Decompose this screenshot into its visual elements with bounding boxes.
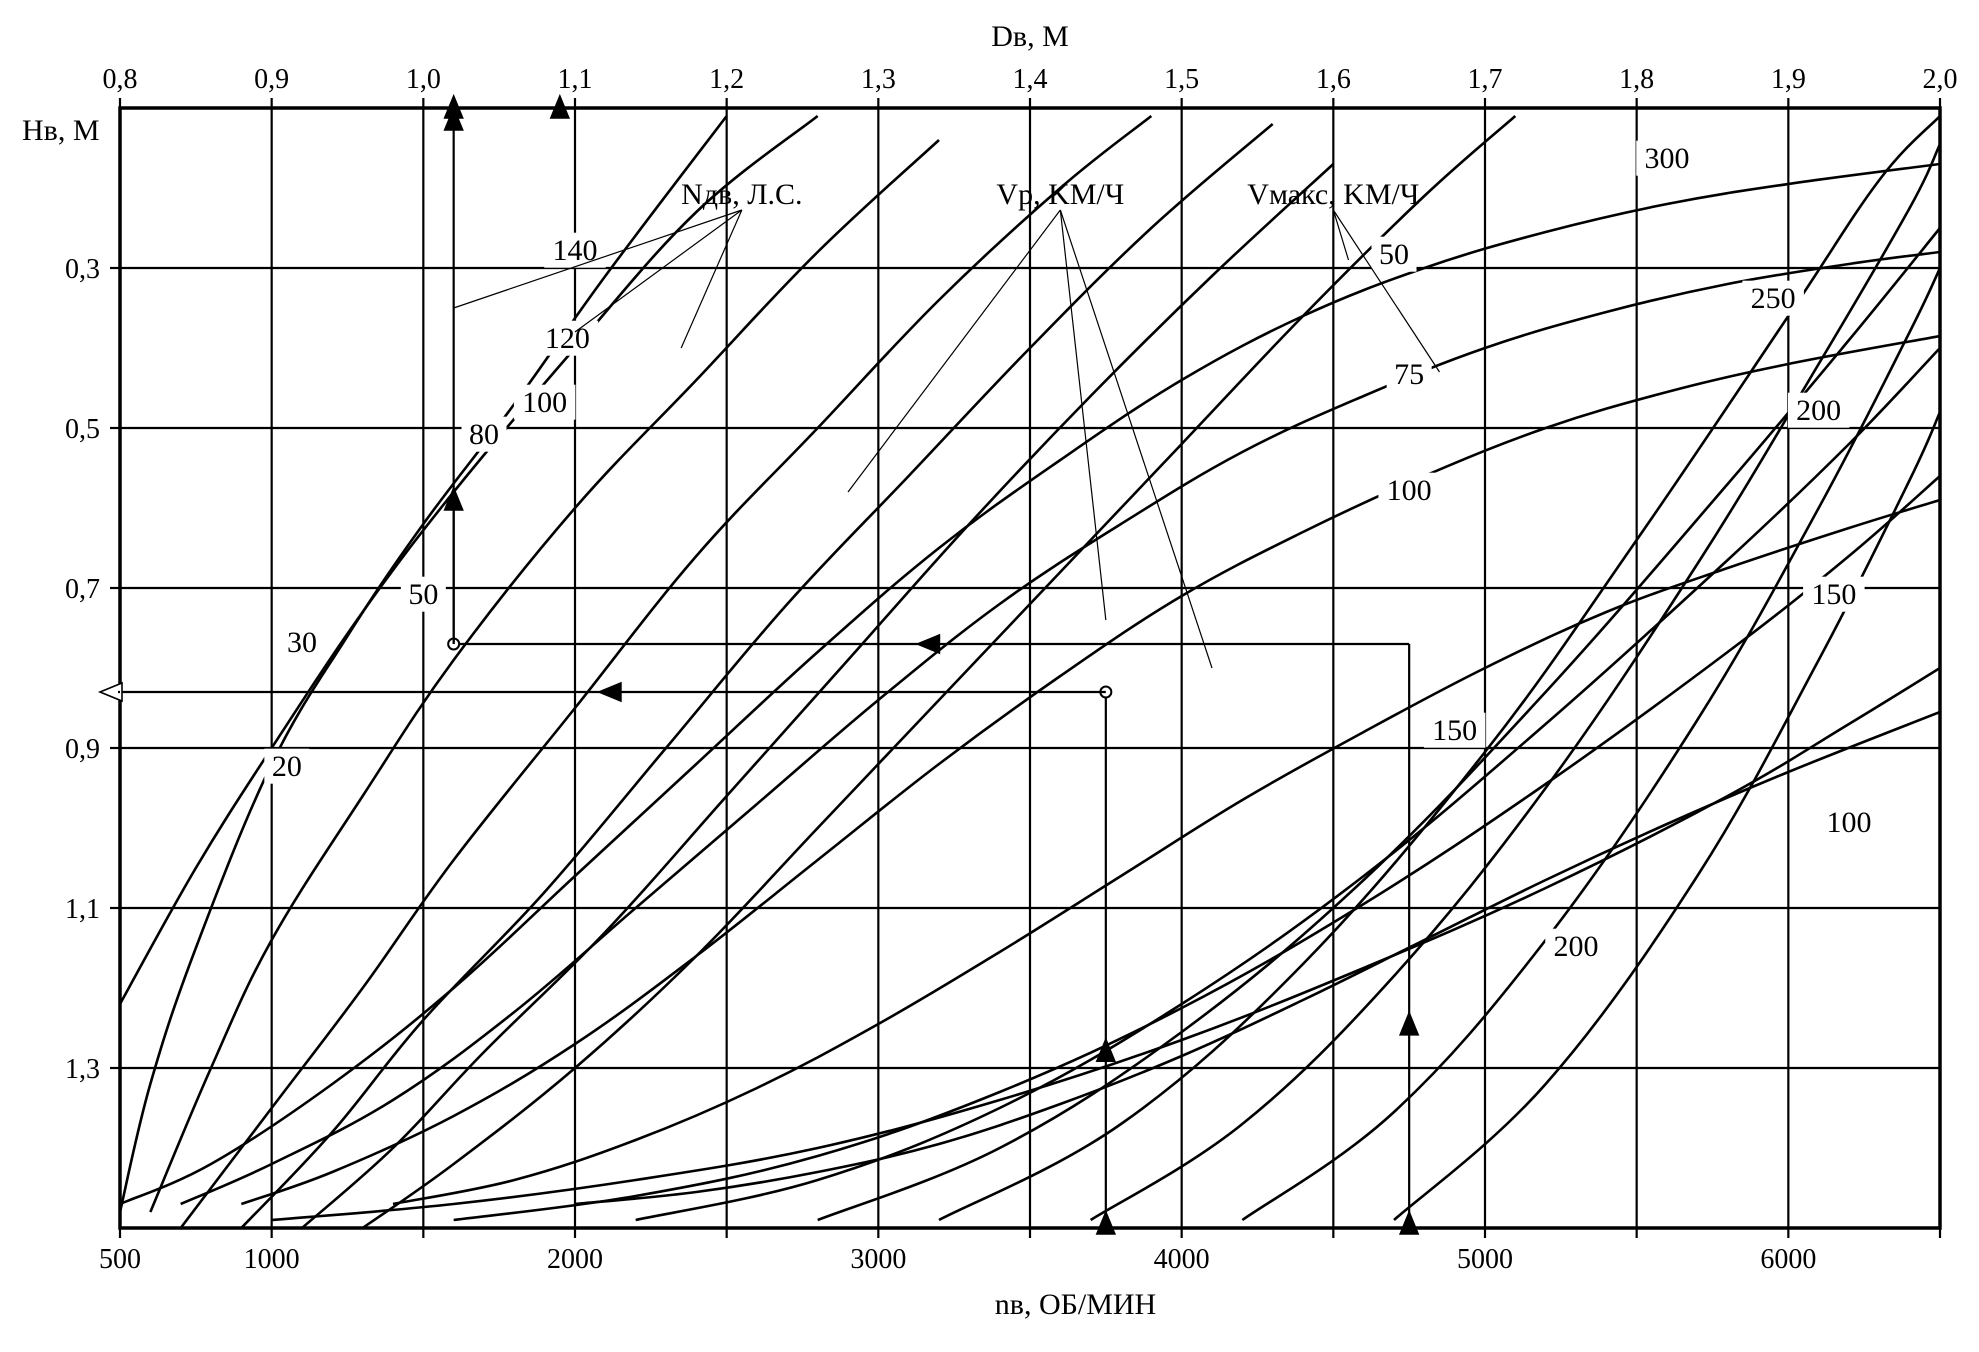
ticklabel-left: 0,7 (65, 574, 100, 605)
ticklabel-left: 1,1 (65, 894, 100, 925)
label-vp: 75 (1394, 358, 1424, 391)
family-label: Nдв, Л.С. (681, 178, 802, 211)
ticklabel-top: 1,0 (406, 64, 441, 95)
ticklabel-top: 1,4 (1013, 64, 1048, 95)
ticklabel-left: 0,5 (65, 414, 100, 445)
label-vmax: 250 (1751, 282, 1796, 315)
label-ndv: 140 (553, 234, 598, 267)
ticklabel-bottom: 1000 (244, 1244, 300, 1275)
family-label: Vмакс, KМ/Ч (1247, 178, 1419, 211)
axis-label-left: Hв, М (22, 114, 100, 147)
ticklabel-bottom: 500 (99, 1244, 141, 1275)
ticklabel-top: 1,5 (1164, 64, 1199, 95)
ticklabel-top: 0,9 (254, 64, 289, 95)
label-ndv: 50 (408, 578, 438, 611)
nomogram-chart: 500 1000 2000 3000 4000 5000 6000 nв, ОБ/МИН 0,8… (0, 0, 1979, 1352)
ticklabel-top: 2,0 (1923, 64, 1958, 95)
label-vmax: 150 (1811, 578, 1856, 611)
ticklabel-top: 1,2 (709, 64, 744, 95)
label-vmax: 200 (1796, 394, 1841, 427)
label-vp: 150 (1432, 714, 1477, 747)
ticklabel-top: 1,9 (1771, 64, 1806, 95)
ticklabel-left: 1,3 (65, 1054, 100, 1085)
ticklabel-top: 1,3 (861, 64, 896, 95)
label-vmax: 100 (1827, 806, 1872, 839)
label-ndv: 100 (522, 386, 567, 419)
ticklabel-left: 0,9 (65, 734, 100, 765)
label-ndv: 20 (272, 750, 302, 783)
ticklabel-bottom: 6000 (1760, 1244, 1816, 1275)
label-vp: 50 (1379, 238, 1409, 271)
ticklabel-top: 1,1 (558, 64, 593, 95)
label-ndv: 120 (545, 322, 590, 355)
ticklabel-bottom: 5000 (1457, 1244, 1513, 1275)
label-vp: 100 (1387, 474, 1432, 507)
family-label: Vр, KМ/Ч (996, 178, 1124, 211)
ticklabel-top: 1,8 (1619, 64, 1654, 95)
ticklabel-bottom: 2000 (547, 1244, 603, 1275)
plot-bg (0, 0, 1979, 1352)
axis-label-top: Dв, М (991, 20, 1069, 53)
ticklabel-left: 0,3 (65, 254, 100, 285)
ticklabel-top: 0,8 (103, 64, 138, 95)
ticklabel-top: 1,6 (1316, 64, 1351, 95)
label-vmax: 300 (1645, 142, 1690, 175)
label-ndv: 30 (287, 626, 317, 659)
ticklabel-bottom: 3000 (850, 1244, 906, 1275)
axis-label-bottom: nв, ОБ/МИН (995, 1288, 1156, 1321)
ticklabel-bottom: 4000 (1154, 1244, 1210, 1275)
ticklabel-top: 1,7 (1468, 64, 1503, 95)
label-vp: 200 (1554, 930, 1599, 963)
label-ndv: 80 (469, 418, 499, 451)
